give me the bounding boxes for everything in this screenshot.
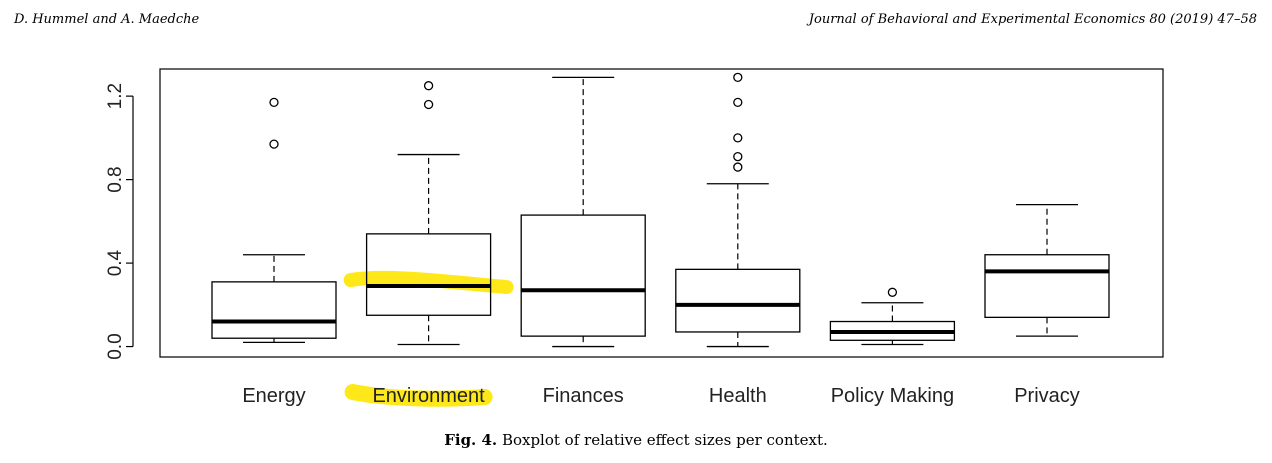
box-health <box>675 268 801 333</box>
outlier-point <box>733 133 743 143</box>
plot-frame <box>159 68 1164 358</box>
caption-text: Boxplot of relative effect sizes per con… <box>497 431 828 449</box>
x-tick-label: Health <box>709 385 767 407</box>
x-tick-label: Environment <box>372 385 485 407</box>
x-tick-label: Policy Making <box>831 385 954 407</box>
outlier-point <box>269 97 279 108</box>
box-finances <box>520 214 646 337</box>
y-tick-label: 1.2 <box>105 83 126 109</box>
figure-caption: Fig. 4. Boxplot of relative effect sizes… <box>0 431 1272 449</box>
x-tick-label: Energy <box>242 385 305 407</box>
box-privacy <box>984 254 1110 318</box>
box-environment <box>365 233 492 316</box>
figure-label: Fig. 4. <box>444 431 498 449</box>
x-tick-label: Finances <box>543 385 624 407</box>
outlier-point <box>887 287 898 297</box>
outlier-point <box>423 99 434 110</box>
outlier-point <box>423 81 434 91</box>
running-header-journal: Journal of Behavioral and Experimental E… <box>808 12 1257 27</box>
outlier-point <box>733 162 743 172</box>
outlier-point <box>733 97 743 108</box>
boxplot-chart: 0.0 0.4 0.8 1.2 Energy Environment Finances Hea… <box>105 68 1164 407</box>
y-tick-label: 0.0 <box>105 333 126 359</box>
running-header-authors: D. Hummel and A. Maedche <box>14 12 200 27</box>
y-tick-label: 0.8 <box>105 166 126 192</box>
box-energy <box>211 281 337 339</box>
outlier-point <box>733 72 743 82</box>
outlier-point <box>269 139 279 149</box>
outlier-point <box>733 152 743 162</box>
y-tick-label: 0.4 <box>105 249 126 276</box>
x-tick-label: Privacy <box>1014 385 1080 407</box>
label-highlight-mark <box>344 384 493 407</box>
